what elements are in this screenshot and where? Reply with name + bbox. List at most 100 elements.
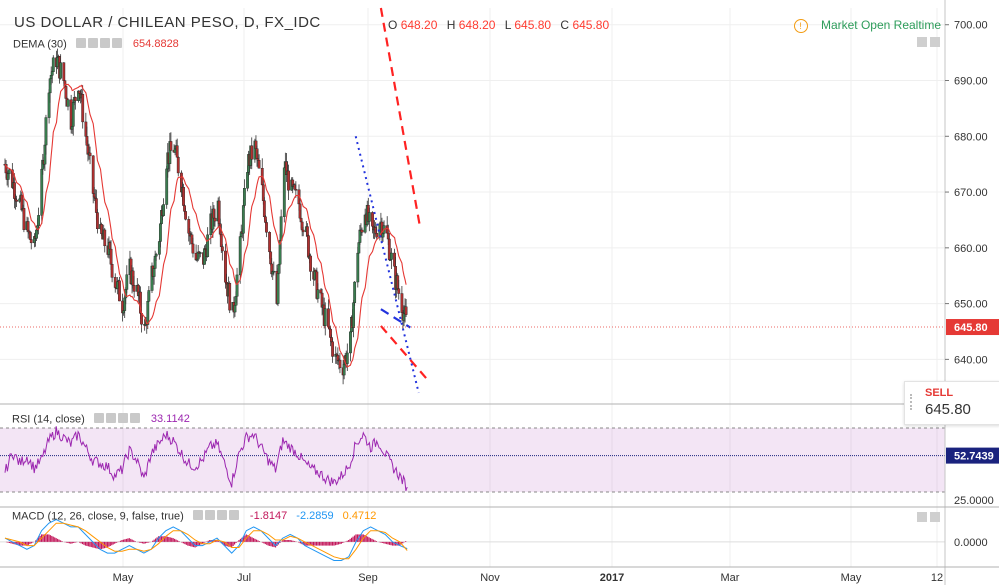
blue-dashed-trendline: [380, 308, 411, 329]
rsi-value: 33.1142: [150, 413, 190, 426]
candle-up: [238, 236, 242, 276]
dema-legend[interactable]: DEMA (30) 654.8828: [13, 38, 179, 51]
sell-price: 645.80: [925, 401, 971, 418]
close-icon[interactable]: [117, 413, 128, 423]
last-price-tag: [946, 319, 999, 336]
rsi-buttons[interactable]: [93, 413, 142, 426]
candle-down: [360, 229, 364, 233]
macd-pane-maximize-icon[interactable]: [917, 512, 927, 522]
candle-down: [15, 199, 18, 202]
alert-icon[interactable]: !: [793, 18, 808, 33]
candle-up: [44, 117, 48, 146]
close-icon[interactable]: [216, 510, 227, 520]
close-icon[interactable]: [99, 38, 110, 48]
gear-icon[interactable]: [105, 413, 116, 423]
y-tick-label: 650.00: [954, 299, 988, 311]
more-icon[interactable]: [111, 38, 122, 48]
eye-icon[interactable]: [75, 38, 86, 48]
ohlc-readout: O 648.20 H 648.20 L 645.80 C 645.80: [388, 18, 615, 32]
candle-down: [110, 264, 114, 278]
price-pane: [0, 7, 945, 394]
candle-up: [242, 188, 246, 206]
red-dashed-trendline: [380, 325, 431, 383]
candle-up: [71, 102, 75, 127]
eye-icon[interactable]: [93, 413, 104, 423]
rsi-marker-tag: [946, 447, 999, 464]
candle-down: [62, 62, 66, 81]
rsi-pane: [0, 426, 945, 493]
macd-line: [4, 518, 408, 561]
candle-up: [50, 71, 54, 76]
candle-up: [276, 273, 280, 304]
macd-label: MACD (12, 26, close, 9, false, true): [12, 510, 184, 523]
candle-down: [22, 208, 26, 230]
candle-up: [158, 223, 162, 242]
gear-icon[interactable]: [87, 38, 98, 48]
pane-close-icon[interactable]: [930, 37, 940, 47]
drag-handle-icon[interactable]: [910, 394, 915, 410]
sell-label: SELL: [925, 387, 954, 399]
candle-down: [103, 229, 107, 247]
high-value: 648.20: [458, 18, 496, 32]
candle-down: [95, 212, 99, 230]
candle-down: [29, 239, 33, 244]
macd-value-1: -1.8147: [249, 510, 288, 523]
candle-up: [233, 304, 237, 313]
candle-up: [40, 168, 44, 216]
macd-legend[interactable]: MACD (12, 26, close, 9, false, true) -1.…: [12, 510, 376, 523]
candle-up: [282, 167, 286, 217]
candle-down: [250, 145, 254, 160]
candle-down: [262, 200, 266, 218]
x-tick-label: May: [841, 572, 862, 584]
candle-down: [294, 189, 298, 191]
candle-down: [327, 308, 330, 328]
candle-up: [390, 252, 393, 260]
candle-up: [7, 169, 11, 174]
candle-up: [345, 352, 349, 364]
sell-button[interactable]: SELL 645.80: [904, 381, 999, 425]
x-tick-label: May: [113, 572, 134, 584]
close-label: C: [560, 18, 570, 32]
candle-up: [279, 216, 283, 241]
y-tick-label: 700.00: [954, 20, 988, 32]
rsi-legend[interactable]: RSI (14, close) 33.1142: [12, 413, 190, 426]
candle-down: [301, 229, 305, 233]
candle-down: [73, 97, 77, 101]
candle-down: [375, 233, 379, 238]
candle-up: [241, 205, 245, 234]
candle-up: [154, 254, 158, 257]
candle-down: [268, 232, 271, 253]
candle-down: [331, 341, 334, 357]
y-tick-label: 640.00: [954, 354, 988, 366]
rsi-tick-label: 25.0000: [954, 495, 994, 507]
candle-down: [88, 152, 92, 157]
low-label: L: [504, 18, 512, 32]
candle-down: [182, 187, 185, 206]
macd-pane-close-icon[interactable]: [930, 512, 940, 522]
macd-buttons[interactable]: [192, 510, 241, 523]
candle-down: [257, 160, 261, 169]
eye-icon[interactable]: [192, 510, 203, 520]
candle-down: [309, 255, 312, 272]
pane-maximize-icon[interactable]: [917, 37, 927, 47]
dema-buttons[interactable]: [75, 38, 124, 51]
candle-up: [353, 281, 357, 303]
close-value: 645.80: [572, 18, 610, 32]
x-tick-label: 2017: [600, 572, 624, 584]
candle-down: [132, 285, 136, 292]
market-status[interactable]: ! Market Open Realtime: [793, 18, 941, 33]
x-tick-label: Jul: [237, 572, 251, 584]
candle-down: [338, 359, 342, 368]
more-icon[interactable]: [129, 413, 140, 423]
rsi-line: [4, 426, 408, 491]
rsi-label: RSI (14, close): [12, 413, 85, 426]
symbol-title[interactable]: US DOLLAR / CHILEAN PESO, D, FX_IDC: [14, 14, 321, 31]
more-icon[interactable]: [228, 510, 239, 520]
candle-up: [356, 252, 360, 283]
gear-icon[interactable]: [204, 510, 215, 520]
blue-dotted-trendline: [354, 136, 420, 394]
x-tick-label: 12: [931, 572, 943, 584]
candle-down: [81, 94, 85, 123]
candle-up: [349, 331, 352, 354]
